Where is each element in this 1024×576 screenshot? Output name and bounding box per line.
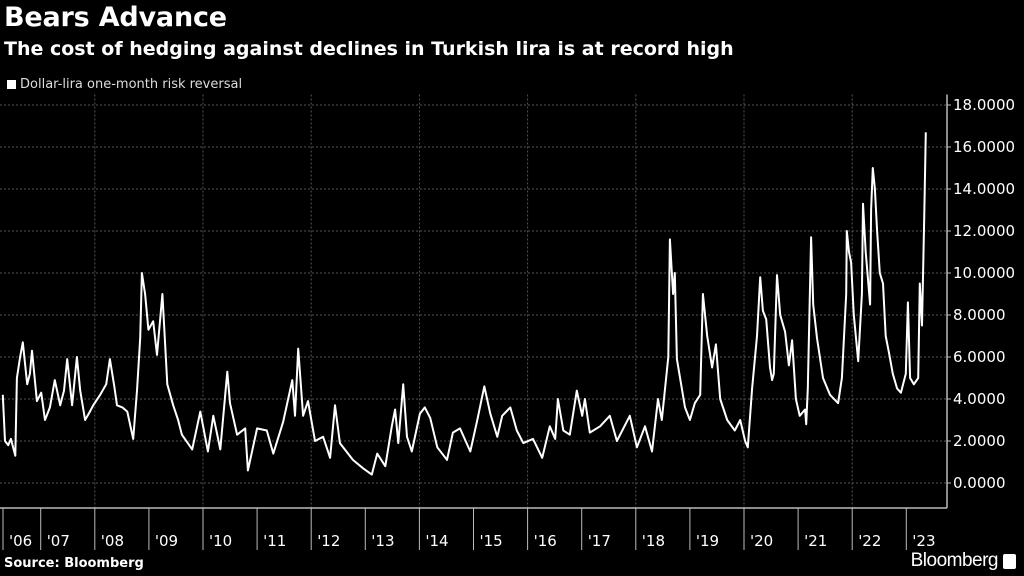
x-tick-label: '13 (371, 532, 394, 550)
y-tick-label: 16.0000 (953, 138, 1015, 156)
x-tick-label: '06 (9, 532, 32, 550)
y-tick-label: 4.0000 (953, 390, 1006, 408)
legend-swatch (7, 80, 16, 89)
y-tick-label: 18.0000 (953, 96, 1015, 114)
legend: Dollar-lira one-month risk reversal (7, 77, 242, 92)
y-tick-label: 10.0000 (953, 264, 1015, 282)
y-tick-label: 14.0000 (953, 180, 1015, 198)
x-tick-label: '12 (317, 532, 340, 550)
x-tick-label: '08 (101, 532, 124, 550)
source-note: Source: Bloomberg (4, 556, 144, 571)
bloomberg-logo: Bloomberg (911, 550, 1016, 572)
chart-title: Bears Advance (4, 2, 227, 33)
x-tick-label: '11 (263, 532, 286, 550)
x-tick-label: '10 (209, 532, 232, 550)
x-tick-label: '23 (912, 532, 935, 550)
y-tick-label: 2.0000 (953, 432, 1006, 450)
x-tick-label: '07 (47, 532, 70, 550)
y-tick-label: 8.0000 (953, 306, 1006, 324)
bloomberg-terminal-icon (1003, 553, 1016, 569)
chart-subtitle: The cost of hedging against declines in … (4, 38, 734, 60)
y-tick-label: 6.0000 (953, 348, 1006, 366)
x-tick-label: '15 (480, 532, 503, 550)
x-tick-label: '09 (155, 532, 178, 550)
x-tick-label: '20 (750, 532, 773, 550)
x-tick-label: '16 (534, 532, 557, 550)
legend-label: Dollar-lira one-month risk reversal (20, 77, 243, 92)
x-tick-label: '18 (642, 532, 665, 550)
x-tick-label: '14 (425, 532, 448, 550)
x-tick-label: '22 (858, 532, 881, 550)
x-tick-label: '17 (588, 532, 611, 550)
x-tick-label: '19 (696, 532, 719, 550)
y-tick-label: 12.0000 (953, 222, 1015, 240)
series-line (1, 132, 927, 476)
brand-label: Bloomberg (910, 550, 999, 571)
x-tick-label: '21 (804, 532, 827, 550)
y-tick-label: 0.0000 (953, 474, 1006, 492)
